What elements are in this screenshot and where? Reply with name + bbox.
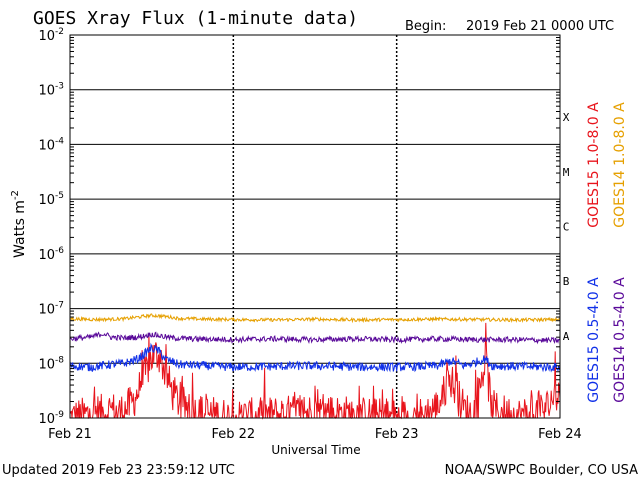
y-tick-label: 10-8 — [38, 355, 64, 372]
y-tick-label: 10-9 — [38, 410, 64, 427]
begin-value: 2019 Feb 21 0000 UTC — [466, 19, 614, 34]
flare-class-label: A — [563, 330, 570, 343]
legend: GOES15 1.0-8.0 A GOES14 1.0-8.0 A GOES15 0… — [586, 102, 628, 403]
series-line-2 — [69, 313, 561, 324]
y-tick-label: 10-3 — [38, 82, 64, 99]
begin-label: Begin: — [405, 19, 446, 34]
series-line-1 — [69, 322, 561, 420]
series-line-4 — [69, 331, 561, 345]
x-tick-label: Feb 23 — [375, 427, 419, 442]
flare-class-label: X — [563, 111, 570, 124]
series-lines — [69, 313, 561, 420]
x-tick-label: Feb 21 — [48, 427, 92, 442]
flare-class-labels: X M C B A — [563, 111, 570, 343]
x-tick-labels: Feb 21 Feb 22 Feb 23 Feb 24 — [48, 427, 582, 442]
y-tick-label: 10-7 — [38, 301, 64, 318]
y-tick-label: 10-6 — [38, 246, 64, 263]
plot-frame — [69, 34, 561, 419]
credit-text: NOAA/SWPC Boulder, CO USA — [445, 463, 638, 478]
y-tick-labels: 10-2 10-3 10-4 10-5 10-6 10-7 10-8 10-9 — [38, 27, 64, 427]
y-tick-label: 10-2 — [38, 27, 64, 44]
legend-entry-4: GOES14 0.5-4.0 A — [612, 277, 628, 403]
x-tick-label: Feb 24 — [538, 427, 582, 442]
updated-timestamp: Updated 2019 Feb 23 23:59:12 UTC — [2, 463, 235, 478]
legend-entry-1: GOES15 1.0-8.0 A — [586, 102, 602, 228]
flare-class-label: M — [563, 166, 570, 179]
flare-class-label: C — [563, 221, 570, 234]
series-line-3 — [69, 342, 561, 373]
y-tick-label: 10-4 — [38, 136, 64, 153]
legend-entry-2: GOES14 1.0-8.0 A — [612, 102, 628, 228]
y-axis-label: Watts m-2 — [10, 190, 28, 258]
chart-title: GOES Xray Flux (1-minute data) — [33, 8, 358, 29]
x-tick-label: Feb 22 — [211, 427, 255, 442]
axis-frame — [69, 34, 561, 419]
flare-class-label: B — [563, 275, 570, 288]
x-axis-label: Universal Time — [271, 443, 360, 457]
legend-entry-3: GOES15 0.5-4.0 A — [586, 277, 602, 403]
y-tick-label: 10-5 — [38, 191, 64, 208]
